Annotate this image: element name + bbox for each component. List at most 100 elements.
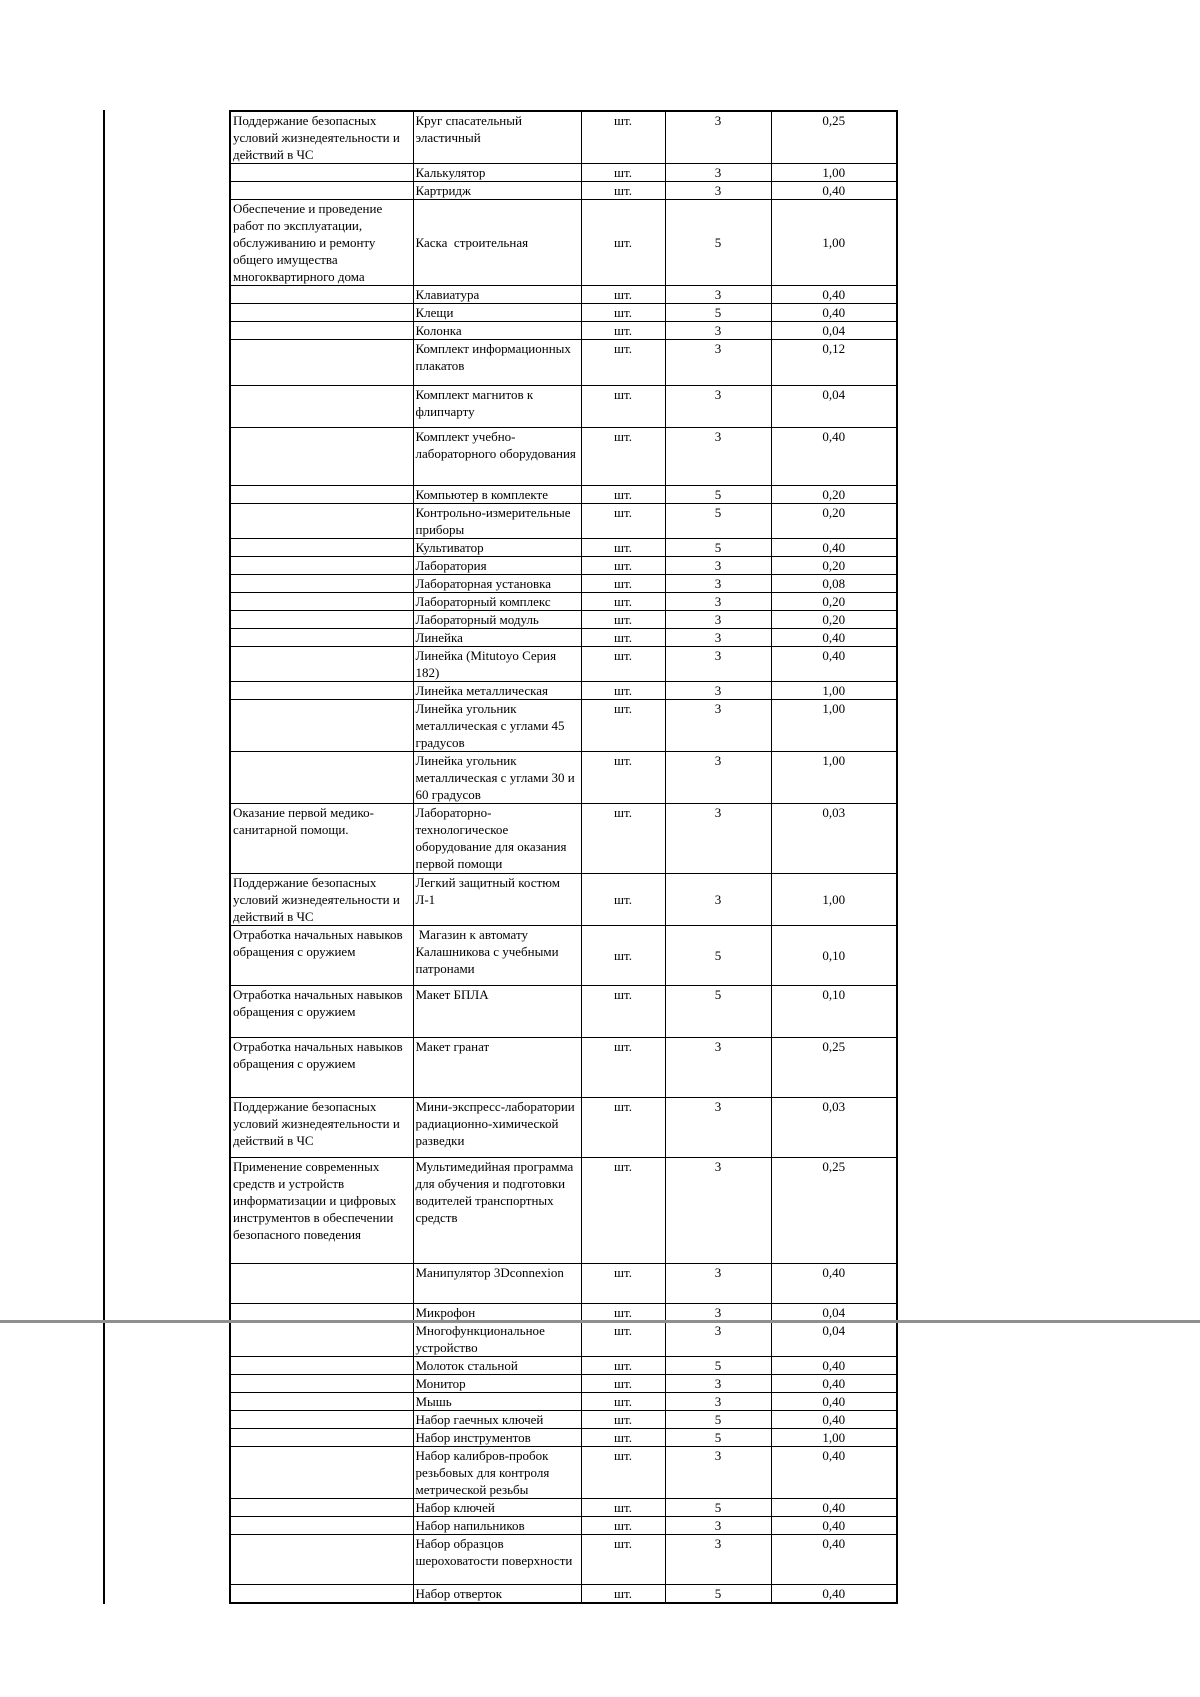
value-cell: 0,40: [770, 181, 898, 200]
qty-cell: 3: [664, 1157, 772, 1264]
table-row: Линейка металлическая шт. 3 1,00: [229, 681, 898, 700]
item-cell: Лаборатория: [412, 556, 582, 575]
value-cell: 0,25: [770, 1157, 898, 1264]
table-row: Лабораторный комплекс шт. 3 0,20: [229, 592, 898, 611]
qty-cell: 5: [664, 485, 772, 504]
unit-cell: шт.: [580, 646, 666, 682]
item-cell: Лабораторный комплекс: [412, 592, 582, 611]
table-row: Набор гаечных ключей шт. 5 0,40: [229, 1410, 898, 1429]
item-cell: Круг спасательный эластичный: [412, 110, 582, 164]
activity-cell: Обеспечение и проведение работ по эксплу…: [229, 199, 414, 286]
value-cell: 0,40: [770, 303, 898, 322]
qty-cell: 5: [664, 985, 772, 1038]
value-cell: 0,40: [770, 285, 898, 304]
value-cell: 0,40: [770, 1534, 898, 1585]
item-cell: Клавиатура: [412, 285, 582, 304]
qty-cell: 3: [664, 339, 772, 386]
activity-cell: [229, 681, 414, 700]
unit-cell: шт.: [580, 181, 666, 200]
qty-cell: 5: [664, 538, 772, 557]
qty-cell: 3: [664, 610, 772, 629]
qty-cell: 5: [664, 199, 772, 286]
item-cell: Лабораторная установка: [412, 574, 582, 593]
qty-cell: 3: [664, 1516, 772, 1535]
value-cell: 1,00: [770, 1428, 898, 1447]
value-cell: 0,03: [770, 1097, 898, 1158]
qty-cell: 3: [664, 321, 772, 340]
value-cell: 0,04: [770, 1303, 898, 1322]
item-cell: Клещи: [412, 303, 582, 322]
item-cell: Макет гранат: [412, 1037, 582, 1098]
item-cell: Картридж: [412, 181, 582, 200]
unit-cell: шт.: [580, 321, 666, 340]
unit-cell: шт.: [580, 610, 666, 629]
qty-cell: 3: [664, 181, 772, 200]
qty-cell: 3: [664, 1534, 772, 1585]
item-cell: Мышь: [412, 1392, 582, 1411]
unit-cell: шт.: [580, 1446, 666, 1499]
item-cell: Магазин к автомату Калашникова с учебным…: [412, 925, 582, 986]
activity-cell: [229, 592, 414, 611]
unit-cell: шт.: [580, 1097, 666, 1158]
value-cell: 1,00: [770, 873, 898, 926]
table-row: Отработка начальных навыков обращения с …: [229, 985, 898, 1038]
unit-cell: шт.: [580, 574, 666, 593]
item-cell: Контрольно-измерительные приборы: [412, 503, 582, 539]
table-row: Микрофон шт. 3 0,04: [229, 1303, 898, 1322]
unit-cell: шт.: [580, 699, 666, 752]
unit-cell: шт.: [580, 303, 666, 322]
item-cell: Линейка: [412, 628, 582, 647]
unit-cell: шт.: [580, 592, 666, 611]
unit-cell: шт.: [580, 1157, 666, 1264]
unit-cell: шт.: [580, 803, 666, 874]
table-row: Комплект учебно-лабораторного оборудован…: [229, 427, 898, 486]
qty-cell: 3: [664, 574, 772, 593]
value-cell: 0,10: [770, 925, 898, 986]
unit-cell: шт.: [580, 538, 666, 557]
activity-cell: [229, 1392, 414, 1411]
item-cell: Колонка: [412, 321, 582, 340]
table-row: Культиватор шт. 5 0,40: [229, 538, 898, 557]
qty-cell: 3: [664, 1446, 772, 1499]
value-cell: 0,08: [770, 574, 898, 593]
unit-cell: шт.: [580, 925, 666, 986]
item-cell: Набор отверток: [412, 1584, 582, 1604]
qty-cell: 3: [664, 385, 772, 428]
qty-cell: 3: [664, 110, 772, 164]
table-row: Набор напильников шт. 3 0,40: [229, 1516, 898, 1535]
table-row: Набор образцов шероховатости поверхности…: [229, 1534, 898, 1585]
value-cell: 1,00: [770, 681, 898, 700]
value-cell: 1,00: [770, 199, 898, 286]
table-row: Набор отверток шт. 5 0,40: [229, 1584, 898, 1604]
unit-cell: шт.: [580, 1037, 666, 1098]
activity-cell: [229, 646, 414, 682]
activity-cell: [229, 1356, 414, 1375]
item-cell: Набор напильников: [412, 1516, 582, 1535]
qty-cell: 5: [664, 1356, 772, 1375]
unit-cell: шт.: [580, 1356, 666, 1375]
qty-cell: 5: [664, 503, 772, 539]
activity-cell: [229, 751, 414, 804]
unit-cell: шт.: [580, 339, 666, 386]
qty-cell: 3: [664, 1392, 772, 1411]
activity-cell: Отработка начальных навыков обращения с …: [229, 985, 414, 1038]
item-cell: Набор гаечных ключей: [412, 1410, 582, 1429]
unit-cell: шт.: [580, 503, 666, 539]
value-cell: 1,00: [770, 163, 898, 182]
item-cell: Лабораторно-технологическое оборудование…: [412, 803, 582, 874]
table-row: Мышь шт. 3 0,40: [229, 1392, 898, 1411]
table-row: Поддержание безопасных условий жизнедеят…: [229, 1097, 898, 1158]
item-cell: Комплект информационных плакатов: [412, 339, 582, 386]
value-cell: 0,20: [770, 610, 898, 629]
activity-cell: [229, 1374, 414, 1393]
activity-cell: [229, 1516, 414, 1535]
item-cell: Набор ключей: [412, 1498, 582, 1517]
item-cell: Комплект учебно-лабораторного оборудован…: [412, 427, 582, 486]
activity-cell: [229, 556, 414, 575]
qty-cell: 3: [664, 873, 772, 926]
qty-cell: 3: [664, 592, 772, 611]
item-cell: Многофункциональное устройство: [412, 1321, 582, 1357]
qty-cell: 5: [664, 1428, 772, 1447]
value-cell: 0,04: [770, 385, 898, 428]
table-row: Оказание первой медико-санитарной помощи…: [229, 803, 898, 874]
